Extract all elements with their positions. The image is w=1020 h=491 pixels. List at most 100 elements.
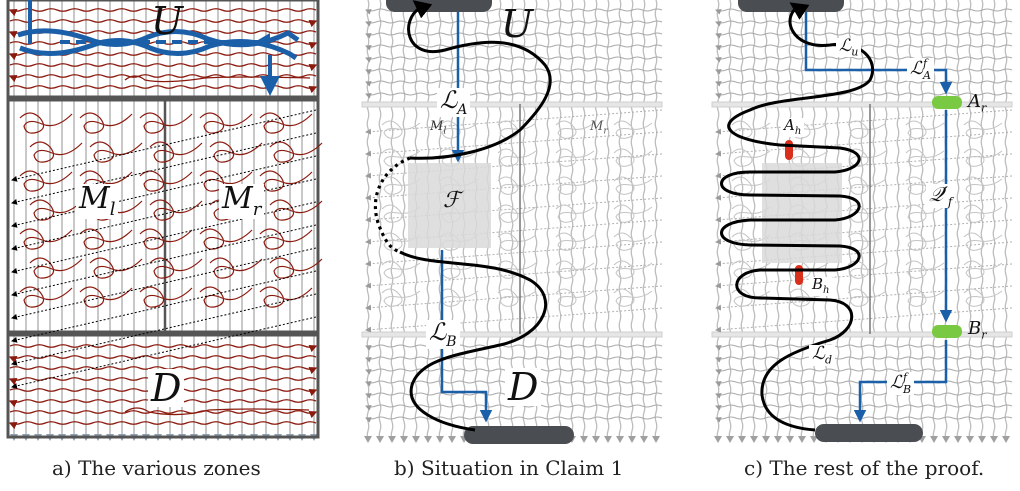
a-m-loop xyxy=(139,286,193,308)
b-grid-vline xyxy=(606,0,610,441)
a-d-path xyxy=(9,344,318,353)
c-d-traffic-line xyxy=(715,368,1013,375)
label-L-u: ℒu xyxy=(836,37,862,58)
b-u-traffic-line xyxy=(365,92,663,99)
a-m-loop xyxy=(19,112,73,134)
c-grid-vline xyxy=(848,0,852,441)
b-bottom-arrowhead xyxy=(424,436,432,443)
a-m-loop xyxy=(89,257,143,279)
a-d-path xyxy=(9,366,318,375)
b-m-loop xyxy=(555,204,595,223)
b-m-loop xyxy=(439,288,479,307)
label-B-r: Br xyxy=(968,318,987,342)
b-u-traffic-line xyxy=(365,80,663,87)
c-grid-vline xyxy=(884,0,888,441)
c-u-traffic-line xyxy=(715,32,1013,39)
c-grid-vline xyxy=(968,0,972,441)
label-A-h: Ah xyxy=(781,118,805,137)
a-u-path xyxy=(9,19,318,28)
c-bottom-arrowhead xyxy=(978,436,986,443)
c-m-loop xyxy=(731,232,771,251)
c-m-loop xyxy=(905,204,945,223)
c-red-marker-B-h xyxy=(795,265,803,285)
b-grid-vline xyxy=(642,0,646,441)
a-zone-m-frame xyxy=(6,98,320,334)
b-m-dotted-line xyxy=(365,219,663,245)
c-grid-vline xyxy=(932,0,936,441)
label-Q-f: 𝒬′f xyxy=(926,184,956,208)
b-m-loop xyxy=(381,232,421,251)
a-u-path xyxy=(8,74,317,83)
c-bottom-arrowhead xyxy=(990,436,998,443)
c-d-traffic-line xyxy=(715,356,1013,363)
a-m-loop xyxy=(259,112,313,134)
c-m-loop xyxy=(905,232,945,251)
c-m-dotted-line xyxy=(715,263,1013,289)
b-grid-vline xyxy=(510,0,514,441)
b-m-loop xyxy=(497,148,537,167)
a-m-loop xyxy=(269,257,323,279)
c-m-loop xyxy=(905,260,945,279)
a-m-loop xyxy=(139,170,193,192)
zone-label-d-a: D xyxy=(148,369,185,407)
b-m-loop xyxy=(381,176,421,195)
c-m-dotted-line xyxy=(715,241,1013,267)
c-m-loop xyxy=(963,232,1003,251)
c-bottom-arrowhead xyxy=(774,436,782,443)
b-bottom-arrowhead xyxy=(376,436,384,443)
b-black-curve-top xyxy=(407,6,552,160)
zone-label-mr: Mr xyxy=(219,184,265,219)
a-m-loop xyxy=(209,257,263,279)
b-d-traffic-line xyxy=(365,356,663,363)
c-grid-vline xyxy=(896,0,900,441)
label-mr-small: Mr xyxy=(590,119,608,137)
c-m-loop xyxy=(905,288,945,307)
b-m-loop xyxy=(381,288,421,307)
c-u-traffic-line xyxy=(715,44,1013,51)
zone-label-d-b: D xyxy=(505,368,542,406)
c-m-loop xyxy=(963,148,1003,167)
b-m-loop xyxy=(555,148,595,167)
b-m-loop xyxy=(613,148,653,167)
b-m-loop xyxy=(555,120,595,139)
c-bottom-arrowhead xyxy=(714,436,722,443)
a-blue-path-top xyxy=(17,28,300,48)
c-m-dotted-line xyxy=(715,131,1013,157)
b-m-loop xyxy=(613,120,653,139)
b-bottom-arrowhead xyxy=(628,436,636,443)
c-u-traffic-line xyxy=(715,92,1013,99)
b-m-loop xyxy=(613,288,653,307)
c-m-loop xyxy=(905,148,945,167)
c-bottom-arrowhead xyxy=(930,436,938,443)
b-bottom-arrowhead xyxy=(412,436,420,443)
a-zone-u-frame xyxy=(6,0,320,99)
a-zone-d-frame xyxy=(6,333,320,439)
b-m-loop xyxy=(381,204,421,223)
c-m-loop xyxy=(963,288,1003,307)
b-m-loop xyxy=(555,260,595,279)
label-F: ℱ xyxy=(443,188,461,213)
c-band-separator xyxy=(711,331,1013,338)
c-u-traffic-line xyxy=(715,20,1013,27)
a-m-loop xyxy=(139,112,193,134)
c-bottom-arrowhead xyxy=(750,436,758,443)
b-grid-vline xyxy=(390,0,394,441)
c-bottom-arrowhead xyxy=(942,436,950,443)
b-m-loop xyxy=(381,148,421,167)
a-m-loop xyxy=(19,228,73,250)
a-m-loop xyxy=(149,141,203,163)
c-m-loop xyxy=(905,176,945,195)
c-m-loop xyxy=(905,120,945,139)
c-m-dotted-line xyxy=(715,219,1013,245)
label-L-B: ℒB xyxy=(426,320,460,349)
b-grid-vline xyxy=(498,0,502,441)
c-black-serpentine-curve xyxy=(720,4,875,432)
label-L-A: ℒA xyxy=(437,88,471,117)
c-grid-vline xyxy=(716,0,720,441)
b-black-curve-dotted xyxy=(373,156,411,254)
b-m-loop xyxy=(555,232,595,251)
b-m-loop xyxy=(613,204,653,223)
c-d-traffic-line xyxy=(715,344,1013,351)
b-u-traffic-line xyxy=(365,56,663,63)
b-m-loop xyxy=(381,120,421,139)
